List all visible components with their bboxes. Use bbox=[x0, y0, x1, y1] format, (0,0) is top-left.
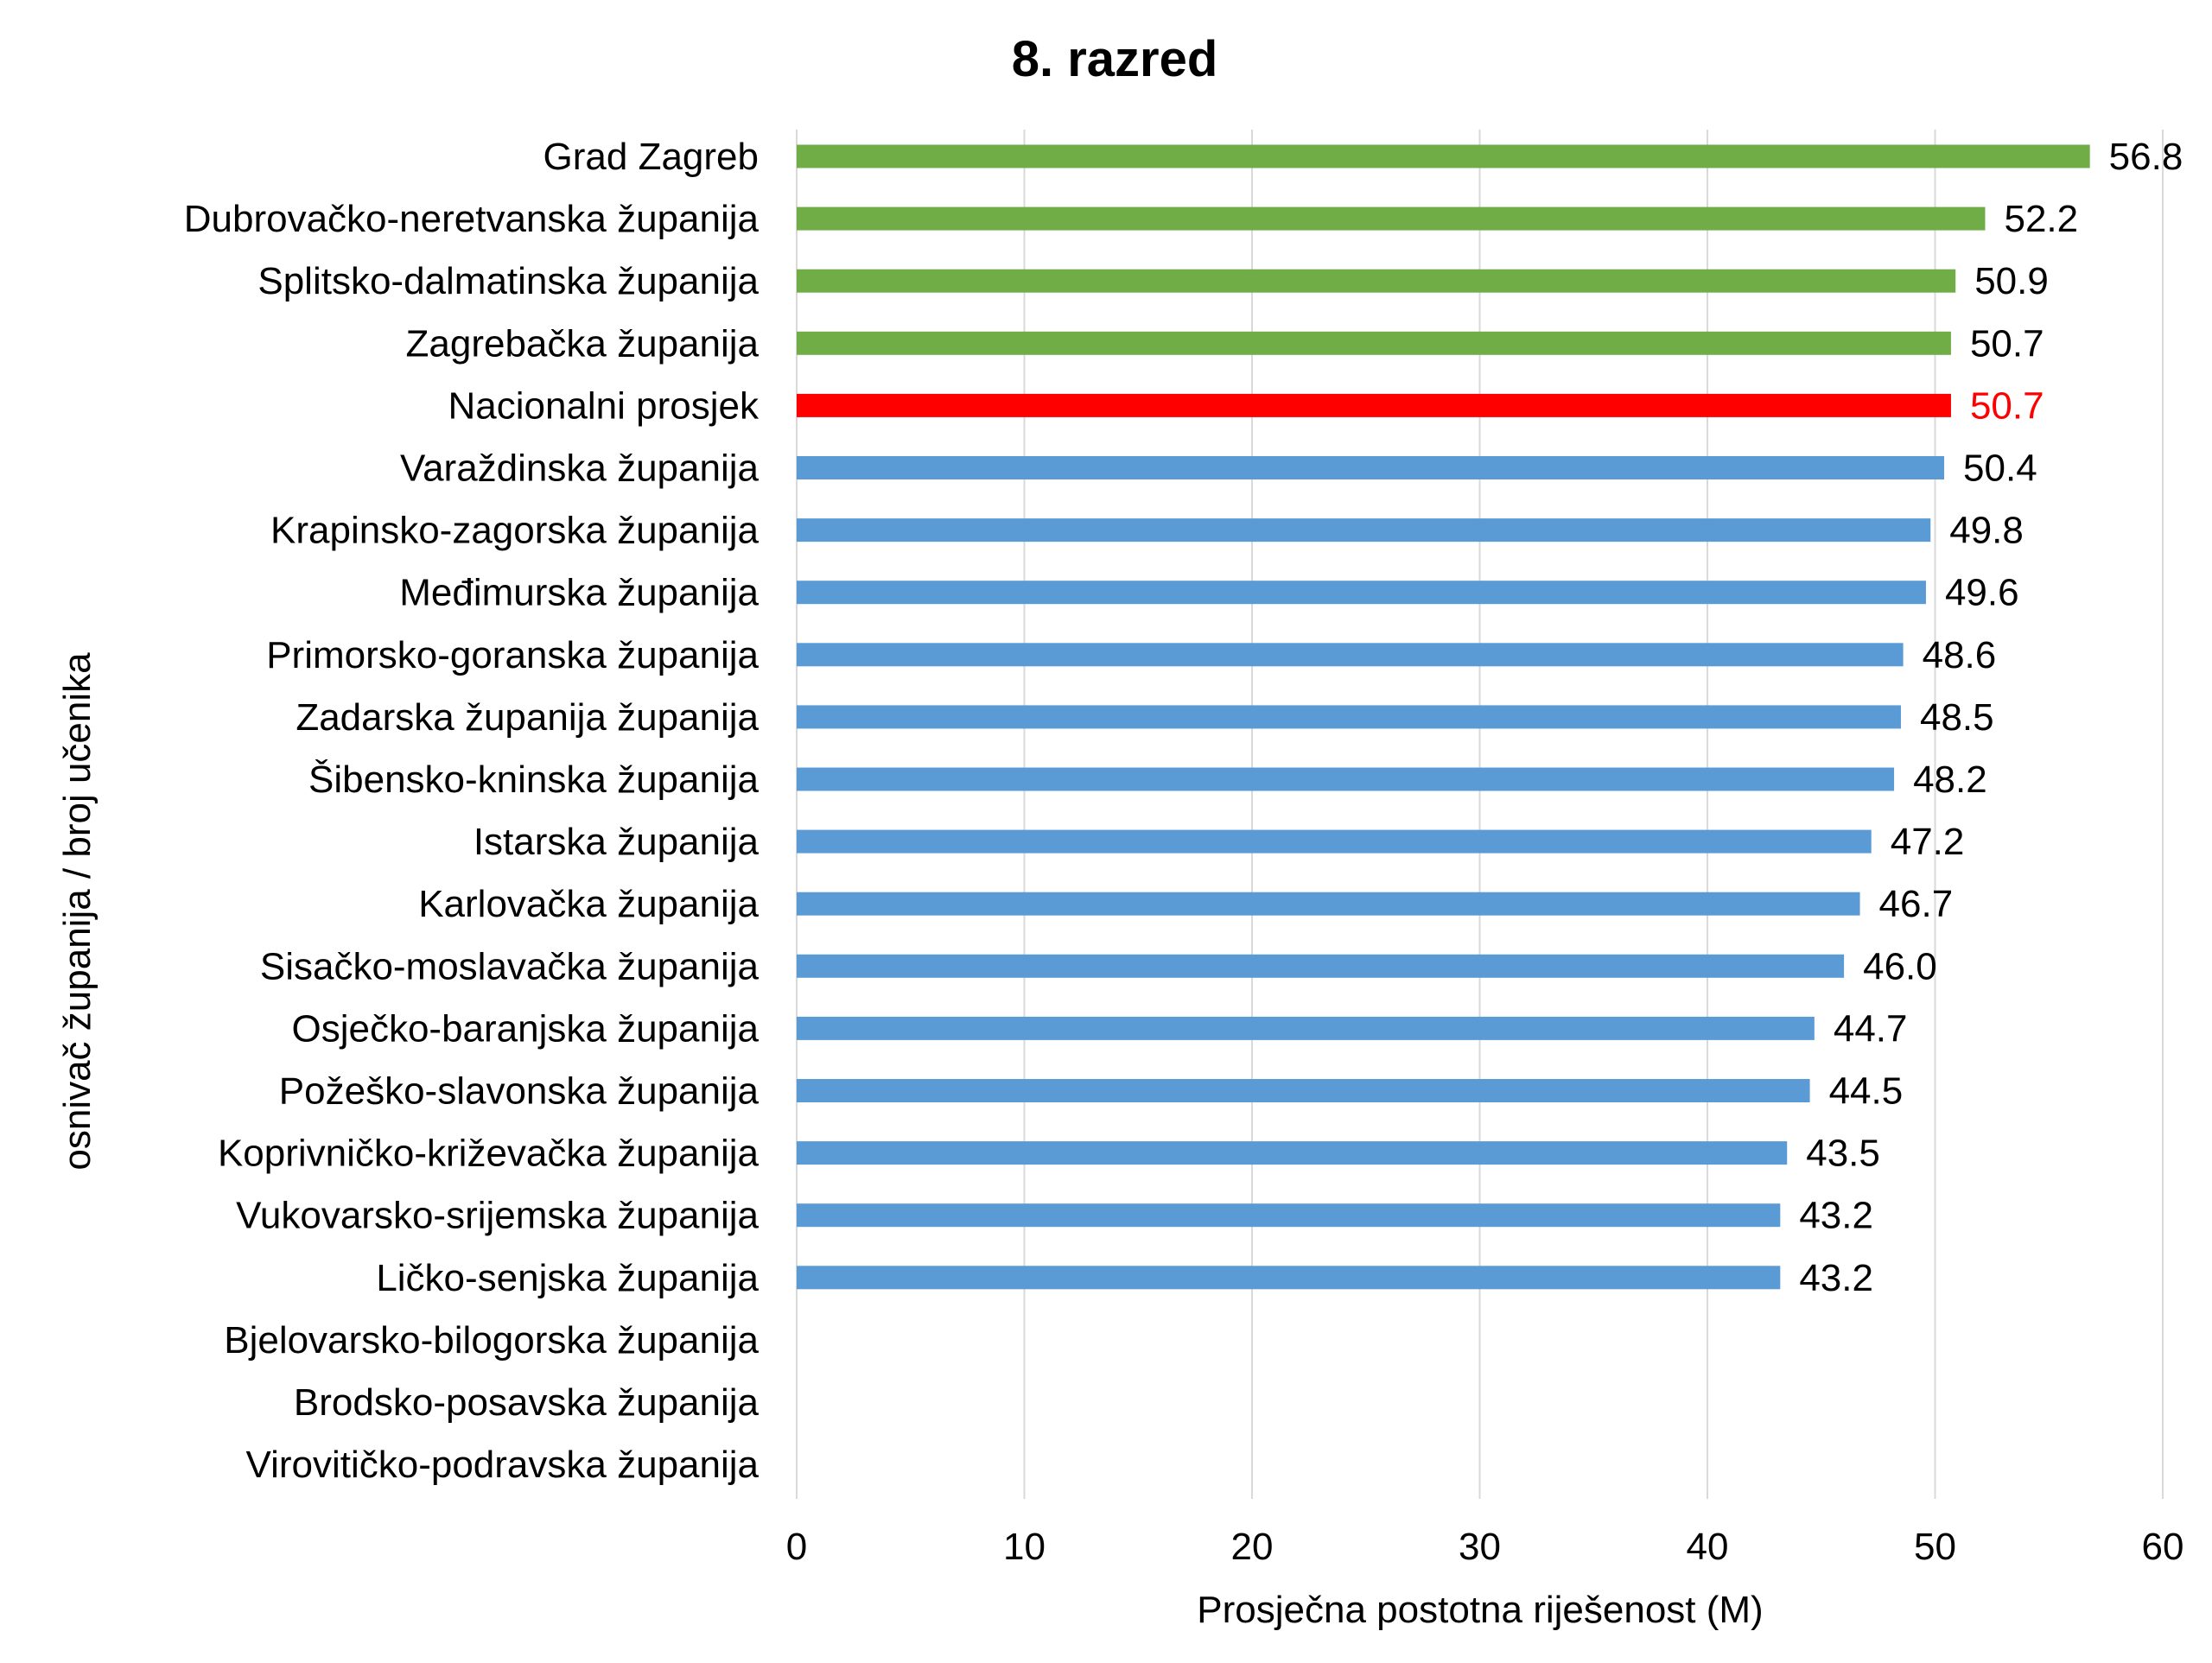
value-label: 46.0 bbox=[1863, 945, 1937, 987]
bar bbox=[797, 456, 1945, 479]
category-label: Zadarska županija županija bbox=[296, 696, 759, 739]
category-label: Osječko-baranjska županija bbox=[291, 1007, 759, 1050]
x-tick-label: 20 bbox=[1231, 1526, 1274, 1568]
y-axis-title: osnivač županija / broj učenika bbox=[56, 652, 99, 1171]
bars bbox=[797, 144, 2090, 1290]
category-label: Istarska županija bbox=[474, 821, 760, 863]
bar bbox=[797, 1079, 1810, 1102]
category-label: Virovitičko-podravska županija bbox=[246, 1444, 760, 1486]
value-label: 50.4 bbox=[1963, 447, 2037, 490]
category-label: Karlovačka županija bbox=[418, 883, 759, 925]
category-label: Splitsko-dalmatinska županija bbox=[257, 260, 759, 302]
bar bbox=[797, 829, 1872, 854]
x-tick-label: 30 bbox=[1459, 1526, 1501, 1568]
category-label: Bjelovarsko-bilogorska županija bbox=[224, 1319, 759, 1362]
category-label: Zagrebačka županija bbox=[406, 322, 760, 365]
category-label: Sisačko-moslavačka županija bbox=[260, 945, 760, 987]
value-label: 43.5 bbox=[1806, 1133, 1880, 1175]
value-label: 52.2 bbox=[2004, 198, 2078, 240]
category-label: Krapinsko-zagorska županija bbox=[270, 510, 760, 552]
value-label: 50.7 bbox=[1970, 384, 2044, 427]
bar bbox=[797, 643, 1904, 667]
x-tick-label: 50 bbox=[1914, 1526, 1956, 1568]
value-labels: 56.8 52.2 50.9 50.7 50.7 50.4 49.8 49.6 48.6 48.5… bbox=[1799, 136, 2183, 1299]
x-tick-label: 0 bbox=[786, 1526, 807, 1568]
value-label: 56.8 bbox=[2109, 136, 2183, 178]
category-label: Varaždinska županija bbox=[400, 447, 760, 490]
value-label: 50.9 bbox=[1974, 260, 2049, 302]
value-label: 48.6 bbox=[1923, 634, 1997, 676]
x-tick-label: 60 bbox=[2142, 1526, 2184, 1568]
category-label: Vukovarsko-srijemska županija bbox=[236, 1195, 759, 1237]
category-label: Ličko-senjska županija bbox=[376, 1257, 759, 1299]
bar bbox=[797, 892, 1860, 916]
value-label: 43.2 bbox=[1799, 1195, 1873, 1237]
bar bbox=[797, 1141, 1788, 1165]
bar bbox=[797, 1203, 1781, 1228]
value-label: 46.7 bbox=[1879, 883, 1954, 925]
x-axis-ticks: 0 10 20 30 40 50 60 bbox=[786, 1526, 2184, 1568]
x-tick-label: 40 bbox=[1687, 1526, 1729, 1568]
value-label: 47.2 bbox=[1891, 821, 1965, 863]
bar bbox=[797, 144, 2090, 168]
category-labels: Grad Zagreb Dubrovačko-neretvanska župani… bbox=[184, 136, 760, 1486]
bar bbox=[797, 206, 1986, 231]
value-label: 43.2 bbox=[1799, 1257, 1873, 1299]
category-label: Dubrovačko-neretvanska županija bbox=[184, 198, 760, 240]
value-label: 49.6 bbox=[1945, 572, 2019, 614]
category-label: Međimurska županija bbox=[399, 572, 759, 614]
category-label: Koprivničko-križevačka županija bbox=[218, 1133, 760, 1175]
category-label: Brodsko-posavska županija bbox=[294, 1381, 760, 1424]
gridlines bbox=[796, 130, 2164, 1499]
value-label: 49.8 bbox=[1949, 510, 2024, 552]
bar bbox=[797, 705, 1901, 729]
bar bbox=[797, 393, 1951, 417]
bar bbox=[797, 767, 1895, 791]
category-label: Požeško-slavonska županija bbox=[279, 1070, 760, 1113]
value-label: 44.5 bbox=[1829, 1070, 1904, 1113]
x-axis-title: Prosječna postotna riješenost (M) bbox=[1197, 1589, 1763, 1631]
bar bbox=[797, 954, 1845, 978]
bar bbox=[797, 1266, 1781, 1290]
value-label: 44.7 bbox=[1834, 1007, 1908, 1050]
bar bbox=[797, 269, 1956, 293]
category-label: Primorsko-goranska županija bbox=[266, 634, 759, 676]
value-label: 48.5 bbox=[1920, 696, 1994, 739]
bar bbox=[797, 581, 1926, 605]
bar bbox=[797, 1016, 1815, 1040]
bar bbox=[797, 518, 1931, 543]
x-tick-label: 10 bbox=[1003, 1526, 1046, 1568]
category-label: Grad Zagreb bbox=[543, 136, 759, 178]
bar bbox=[797, 331, 1951, 355]
value-label: 48.2 bbox=[1913, 759, 1987, 801]
category-label: Nacionalni prosjek bbox=[448, 384, 760, 427]
chart-title: 8. razred bbox=[1012, 31, 1218, 87]
category-label: Šibensko-kninska županija bbox=[308, 758, 760, 801]
value-label: 50.7 bbox=[1970, 322, 2044, 365]
